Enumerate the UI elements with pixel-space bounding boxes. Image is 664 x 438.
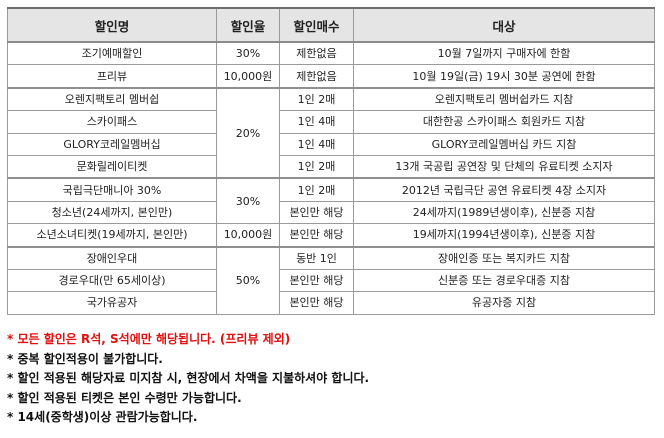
table-row: 청소년(24세까지, 본인만) 본인만 해당 24세까지(1989년생이후), … — [7, 200, 655, 225]
discount-count: 제한없음 — [279, 41, 354, 66]
discount-rate: 10,000원 — [216, 223, 280, 248]
note-self-pickup: * 할인 적용된 티켓은 본인 수령만 가능합니다. — [7, 390, 242, 405]
header-discount-name: 할인명 — [7, 7, 217, 43]
discount-count: 1인 2매 — [279, 86, 354, 112]
table-row: 국가유공자 본인만 해당 유공자증 지참 — [7, 291, 655, 315]
discount-name: 조기예매할인 — [7, 41, 217, 66]
table-row: 조기예매할인 30% 제한없음 10월 7일까지 구매자에 한함 — [7, 41, 655, 66]
discount-count: 1인 4매 — [279, 132, 354, 156]
discount-count: 본인만 해당 — [279, 200, 354, 225]
discount-name: 오렌지팩토리 멤버쉽 — [7, 86, 217, 112]
discount-count: 1인 2매 — [279, 177, 354, 202]
discount-name: 프리뷰 — [7, 64, 217, 89]
table-row: 국립극단매니아 30% 30% 1인 2매 2012년 국립극단 공연 유료티켓… — [7, 177, 655, 225]
table-row: 프리뷰 10,000원 제한없음 10월 19일(금) 19시 30분 공연에 … — [7, 64, 655, 89]
table-row: GLORY코레일멤버십 1인 4매 GLORY코레일멤버십 카드 지참 — [7, 132, 655, 156]
discount-count: 본인만 해당 — [279, 291, 354, 315]
discount-target: 24세까지(1989년생이후), 신분증 지참 — [353, 200, 655, 225]
header-discount-rate: 할인율 — [216, 7, 280, 43]
note-no-duplicate: * 중복 할인적용이 불가합니다. — [7, 351, 163, 366]
discount-name: GLORY코레일멤버십 — [7, 132, 217, 156]
discount-name: 국립극단매니아 30% — [7, 177, 217, 202]
discount-count: 본인만 해당 — [279, 268, 354, 293]
table-row: 경로우대(만 65세이상) 본인만 해당 신분증 또는 경로우대증 지참 — [7, 268, 655, 293]
table-row: 스카이패스 1인 4매 대한한공 스카이패스 회원카드 지참 — [7, 110, 655, 134]
discount-target: 오렌지팩토리 멤버쉽카드 지참 — [353, 86, 655, 112]
discount-target: 10월 19일(금) 19시 30분 공연에 한함 — [353, 64, 655, 89]
header-discount-count: 할인매수 — [279, 7, 354, 43]
discount-rate: 50% — [216, 245, 280, 315]
note-age-limit: * 14세(중학생)이상 관람가능합니다. — [7, 410, 198, 425]
discount-rate: 30% — [216, 177, 280, 225]
discount-target: 신분증 또는 경로우대증 지참 — [353, 268, 655, 293]
notes-list: * 모든 할인은 R석, S석에만 해당됩니다. (프리뷰 제외) * 중복 할… — [7, 330, 657, 428]
discount-rate: 10,000원 — [216, 64, 280, 89]
table-row: 문화릴레이티켓 1인 2매 13개 국공립 공연장 및 단체의 유료티켓 소지자 — [7, 154, 655, 179]
table-row: 장애인우대 50% 동반 1인 장애인증 또는 복지카드 지참 — [7, 245, 655, 315]
discount-target: 2012년 국립극단 공연 유료티켓 4장 소지자 — [353, 177, 655, 202]
discount-target: GLORY코레일멤버십 카드 지참 — [353, 132, 655, 156]
discount-count: 동반 1인 — [279, 245, 354, 270]
discount-name: 청소년(24세까지, 본인만) — [7, 200, 217, 225]
discount-name: 문화릴레이티켓 — [7, 154, 217, 179]
note-seat-restriction: * 모든 할인은 R석, S석에만 해당됩니다. (프리뷰 제외) — [7, 332, 291, 346]
discount-target: 장애인증 또는 복지카드 지참 — [353, 245, 655, 270]
discount-name: 장애인우대 — [7, 245, 217, 270]
discount-target: 대한한공 스카이패스 회원카드 지참 — [353, 110, 655, 134]
discount-rate: 30% — [216, 41, 280, 66]
table-header-row: 할인명 할인율 할인매수 대상 — [7, 7, 655, 43]
header-target: 대상 — [353, 7, 655, 43]
table-row: 소년소녀티켓(19세까지, 본인만) 10,000원 본인만 해당 19세까지(… — [7, 223, 655, 248]
discount-count: 본인만 해당 — [279, 223, 354, 248]
discount-name: 국가유공자 — [7, 291, 217, 315]
discount-count: 1인 4매 — [279, 110, 354, 134]
discount-rate: 20% — [216, 86, 280, 179]
discount-table: 할인명 할인율 할인매수 대상 조기예매할인 30% 제한없음 10월 7일까지… — [7, 7, 655, 315]
table-row: 오렌지팩토리 멤버쉽 20% 1인 2매 오렌지팩토리 멤버쉽카드 지참 — [7, 86, 655, 179]
discount-name: 경로우대(만 65세이상) — [7, 268, 217, 293]
discount-target: 유공자증 지참 — [353, 291, 655, 315]
discount-name: 스카이패스 — [7, 110, 217, 134]
discount-target: 13개 국공립 공연장 및 단체의 유료티켓 소지자 — [353, 154, 655, 179]
discount-target: 19세까지(1994년생이후), 신분증 지참 — [353, 223, 655, 248]
discount-name: 소년소녀티켓(19세까지, 본인만) — [7, 223, 217, 248]
discount-table-container: 할인명 할인율 할인매수 대상 조기예매할인 30% 제한없음 10월 7일까지… — [7, 7, 655, 315]
discount-count: 제한없음 — [279, 64, 354, 89]
note-missing-document: * 할인 적용된 해당자료 미지참 시, 현장에서 차액을 지불하셔야 합니다. — [7, 371, 370, 386]
discount-target: 10월 7일까지 구매자에 한함 — [353, 41, 655, 66]
discount-count: 1인 2매 — [279, 154, 354, 179]
